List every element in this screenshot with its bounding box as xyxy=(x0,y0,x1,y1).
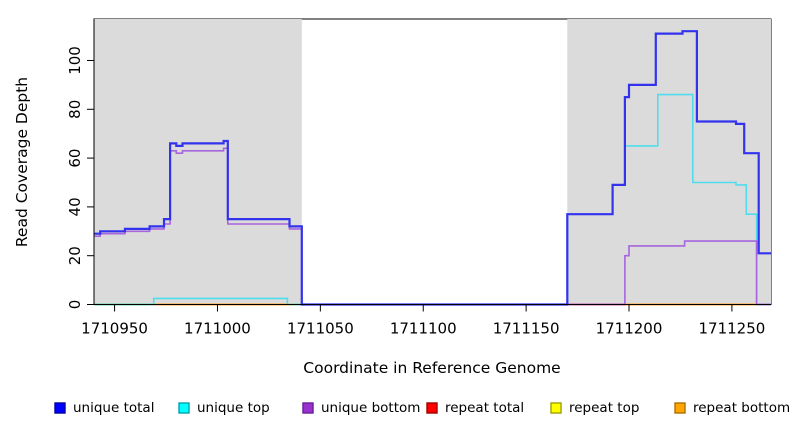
x-tick-label: 1711000 xyxy=(184,320,251,338)
legend-swatch-unique-total xyxy=(54,402,66,414)
legend-label-unique-total: unique total xyxy=(73,400,154,416)
x-tick-label: 1711100 xyxy=(390,320,457,338)
y-axis-title: Read Coverage Depth xyxy=(13,77,31,247)
series-line-unique-total xyxy=(94,30,771,306)
x-tick-label: 1711200 xyxy=(596,320,663,338)
legend-label-unique-top: unique top xyxy=(197,400,270,416)
y-tick-label: 80 xyxy=(66,100,84,119)
x-axis-title: Coordinate in Reference Genome xyxy=(303,359,560,377)
legend-swatch-repeat-bottom xyxy=(674,402,686,414)
legend-item-unique-top: unique top xyxy=(178,400,270,416)
legend-label-unique-bottom: unique bottom xyxy=(321,400,420,416)
legend-item-unique-bottom: unique bottom xyxy=(302,400,420,416)
shaded-region xyxy=(567,19,771,305)
legend-swatch-unique-top xyxy=(178,402,190,414)
shaded-region xyxy=(94,19,302,305)
x-tick-label: 1711150 xyxy=(493,320,560,338)
legend-label-repeat-bottom: repeat bottom xyxy=(693,400,790,416)
y-tick-label: 40 xyxy=(66,197,84,216)
legend-item-repeat-total: repeat total xyxy=(426,400,524,416)
y-tick-label: 0 xyxy=(66,300,84,310)
legend-swatch-repeat-top xyxy=(550,402,562,414)
legend-swatch-repeat-total xyxy=(426,402,438,414)
x-tick-label: 1710950 xyxy=(81,320,148,338)
x-tick-label: 1711050 xyxy=(287,320,354,338)
legend-item-repeat-top: repeat top xyxy=(550,400,639,416)
y-tick-label: 60 xyxy=(66,149,84,168)
legend-item-unique-total: unique total xyxy=(54,400,154,416)
series-line-unique-bottom xyxy=(94,147,771,306)
x-tick-label: 1711250 xyxy=(698,320,765,338)
series-line-unique-top xyxy=(94,93,771,306)
legend-item-repeat-bottom: repeat bottom xyxy=(674,400,790,416)
y-tick-label: 20 xyxy=(66,246,84,265)
y-tick-label: 100 xyxy=(66,46,84,75)
legend-label-repeat-total: repeat total xyxy=(445,400,524,416)
legend-label-repeat-top: repeat top xyxy=(569,400,639,416)
legend-swatch-unique-bottom xyxy=(302,402,314,414)
